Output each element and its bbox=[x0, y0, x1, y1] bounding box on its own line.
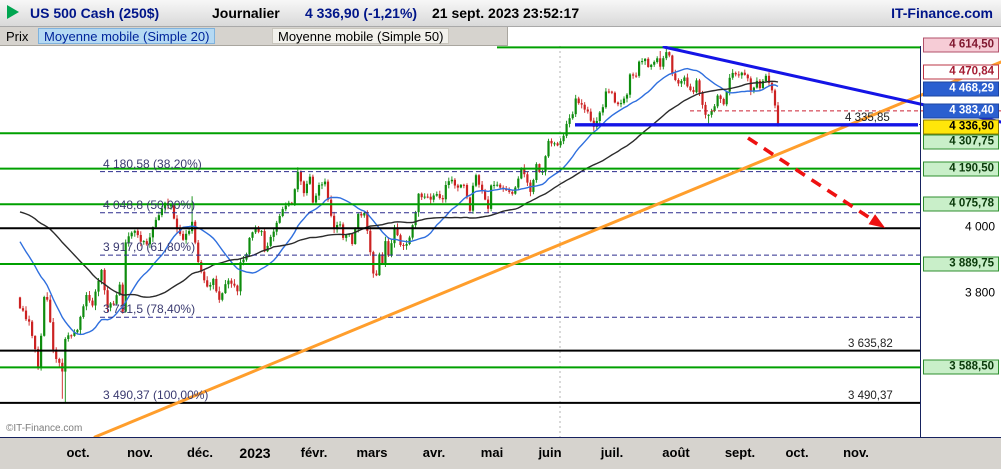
fibonacci-label: 3 917,0 (61,80%) bbox=[103, 240, 196, 255]
time-axis-label: sept. bbox=[724, 445, 756, 460]
time-axis-label: nov. bbox=[127, 445, 153, 460]
time-axis-label: mars bbox=[356, 445, 388, 460]
price-axis-label: 4 470,84 bbox=[923, 64, 999, 80]
time-axis-label: avr. bbox=[422, 445, 446, 460]
time-axis-label: mai bbox=[480, 445, 504, 460]
time-axis-label: juin bbox=[538, 445, 562, 460]
app-icon bbox=[7, 5, 19, 19]
ma20-indicator-button[interactable]: Moyenne mobile (Simple 20) bbox=[38, 28, 216, 44]
time-axis-label: févr. bbox=[300, 445, 328, 460]
price-axis-label: 4 000 bbox=[964, 219, 995, 234]
title-bar: US 500 Cash (250$) Journalier 4 336,90 (… bbox=[0, 0, 1001, 27]
time-axis-label: août bbox=[662, 445, 690, 460]
ma50-indicator-button[interactable]: Moyenne mobile (Simple 50) bbox=[272, 28, 450, 44]
quote-datetime: 21 sept. 2023 23:52:17 bbox=[432, 5, 580, 21]
time-axis-label: oct. bbox=[785, 445, 809, 460]
price-axis[interactable] bbox=[920, 46, 1001, 437]
time-axis-label: oct. bbox=[66, 445, 90, 460]
level-price-label: 3 635,82 bbox=[848, 337, 893, 350]
timeframe-label: Journalier bbox=[212, 5, 280, 21]
price-axis-label: 4 075,78 bbox=[923, 196, 999, 212]
watermark: ©IT-Finance.com bbox=[6, 423, 83, 434]
brand-label: IT-Finance.com bbox=[891, 5, 993, 21]
time-axis-label: 2023 bbox=[239, 445, 271, 461]
instrument-title: US 500 Cash (250$) bbox=[30, 5, 160, 21]
time-axis[interactable] bbox=[0, 437, 1001, 469]
fibonacci-label: 4 048,8 (50,00%) bbox=[103, 197, 196, 212]
level-price-label: 3 490,37 bbox=[848, 389, 893, 402]
price-series-label: Prix bbox=[6, 29, 29, 44]
price-axis-label: 4 468,29 bbox=[923, 81, 999, 97]
fibonacci-label: 3 490,37 (100,00%) bbox=[103, 387, 209, 402]
price-axis-label: 4 336,90 bbox=[923, 119, 999, 135]
price-axis-label: 4 383,40 bbox=[923, 103, 999, 119]
time-axis-label: juil. bbox=[600, 445, 624, 460]
time-axis-label: déc. bbox=[186, 445, 214, 460]
price-axis-label: 3 800 bbox=[964, 285, 995, 300]
price-axis-label: 3 588,50 bbox=[923, 359, 999, 375]
indicator-bar: Prix Moyenne mobile (Simple 20) Moyenne … bbox=[0, 27, 508, 46]
price-axis-label: 4 307,75 bbox=[923, 134, 999, 150]
quote-change: 4 336,90 (-1,21%) bbox=[305, 5, 418, 21]
price-axis-label: 4 190,50 bbox=[923, 161, 999, 177]
fibonacci-label: 3 731,5 (78,40%) bbox=[103, 302, 196, 317]
time-axis-label: nov. bbox=[843, 445, 869, 460]
level-price-label: 4 335,85 bbox=[845, 111, 890, 124]
price-axis-label: 4 614,50 bbox=[923, 37, 999, 53]
price-axis-label: 3 889,75 bbox=[923, 256, 999, 272]
fibonacci-label: 4 180,58 (38,20%) bbox=[103, 156, 202, 171]
